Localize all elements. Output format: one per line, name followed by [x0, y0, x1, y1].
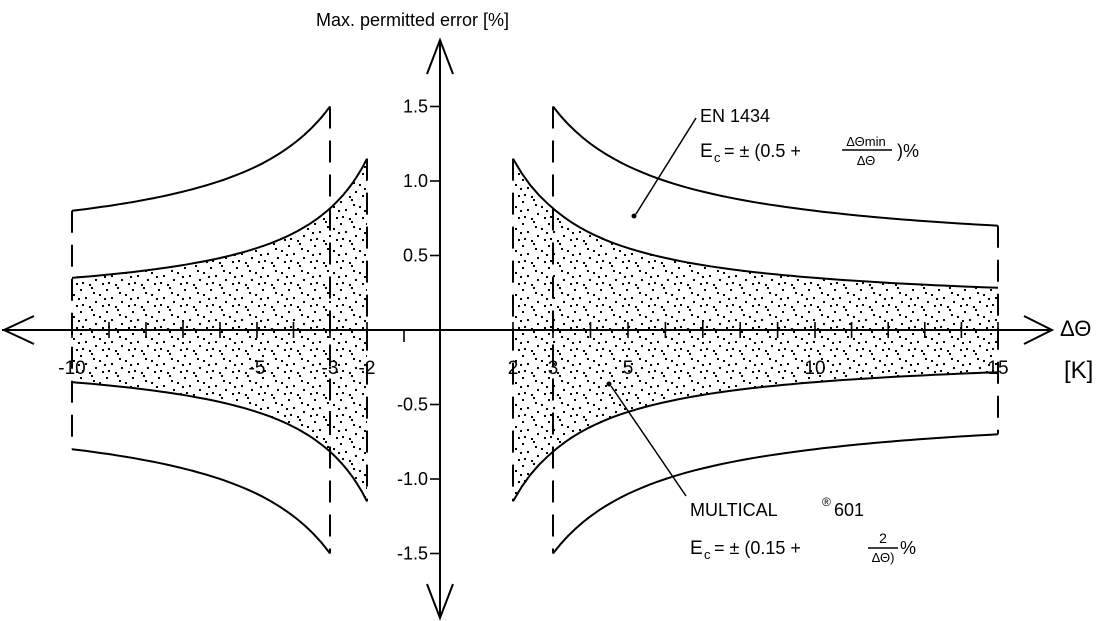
en1434-lower-curve-neg	[71, 448, 331, 555]
en1434-formula-num: ΔΘmin	[846, 134, 885, 149]
multical-formula-num: 2	[879, 530, 887, 546]
x-tick-label: -5	[249, 358, 266, 379]
x-tick-label: 10	[804, 358, 825, 379]
multical-formula-e: E	[690, 538, 703, 559]
x-axis-symbol: ΔΘ	[1060, 316, 1091, 341]
en1434-formula-den: ΔΘ	[857, 153, 876, 168]
en1434-lower-curve-pos	[552, 433, 999, 555]
en1434-leader-line	[635, 117, 697, 215]
y-axis-title: Max. permitted error [%]	[316, 10, 509, 30]
multical-annotation: MULTICAL ® 601 E c = ± (0.15 + 2 ΔΘ) %	[606, 381, 916, 565]
en1434-formula-end: )%	[897, 141, 919, 161]
y-tick-label: -1.0	[397, 469, 428, 489]
multical-formula-den: ΔΘ)	[872, 550, 895, 565]
x-axis-arrow-left	[1, 315, 35, 345]
x-tick-label: -10	[58, 358, 85, 379]
x-tick-label: 3	[548, 358, 559, 379]
en1434-upper-curve-pos	[552, 105, 999, 227]
y-tick-label: 1.5	[403, 97, 428, 117]
multical-formula-sub: c	[704, 547, 711, 562]
axes-layer	[1, 37, 1055, 621]
multical-registered-mark: ®	[822, 495, 831, 509]
multical-label: MULTICAL	[690, 500, 778, 520]
x-axis-unit: [K]	[1064, 357, 1093, 384]
x-tick-label: -3	[322, 358, 339, 379]
en1434-leader-dot	[631, 213, 637, 219]
y-axis-arrow-top	[426, 37, 454, 75]
multical-leader-dot	[606, 381, 612, 387]
y-tick-label: -0.5	[397, 395, 428, 415]
multical-leader-line	[610, 385, 687, 497]
en1434-upper-curve-neg	[71, 105, 331, 212]
ticks-layer: 1.5 1.0 0.5 -0.5 -1.0 -1.5 -10 -5 -3 -2 2 3 5 10 15	[58, 97, 1008, 564]
multical-lower-curve-pos	[512, 371, 999, 502]
multical-model: 601	[834, 500, 864, 520]
y-tick-label: 1.0	[403, 171, 428, 191]
x-tick-label: 2	[508, 358, 519, 379]
x-axis-arrow-right	[1023, 315, 1055, 345]
x-tick-label: -2	[359, 358, 376, 379]
en1434-label: EN 1434	[700, 106, 770, 126]
en1434-formula-sub: c	[714, 150, 721, 165]
multical-formula-eq: = ± (0.15 +	[714, 538, 801, 558]
multical-formula-end: %	[900, 538, 916, 558]
y-axis-arrow-bottom	[426, 583, 454, 621]
en1434-formula-e: E	[700, 141, 713, 162]
x-tick-label: 5	[623, 358, 634, 379]
en1434-formula-eq: = ± (0.5 +	[724, 141, 801, 161]
y-tick-label: -1.5	[397, 544, 428, 564]
x-tick-label: 15	[987, 358, 1008, 379]
en1434-annotation: EN 1434 E c = ± (0.5 + ΔΘmin ΔΘ )%	[631, 106, 919, 219]
multical-upper-curve-pos	[512, 158, 999, 289]
y-tick-label: 0.5	[403, 246, 428, 266]
multical-lower-curve-neg	[71, 381, 368, 502]
multical-upper-curve-neg	[71, 158, 368, 279]
